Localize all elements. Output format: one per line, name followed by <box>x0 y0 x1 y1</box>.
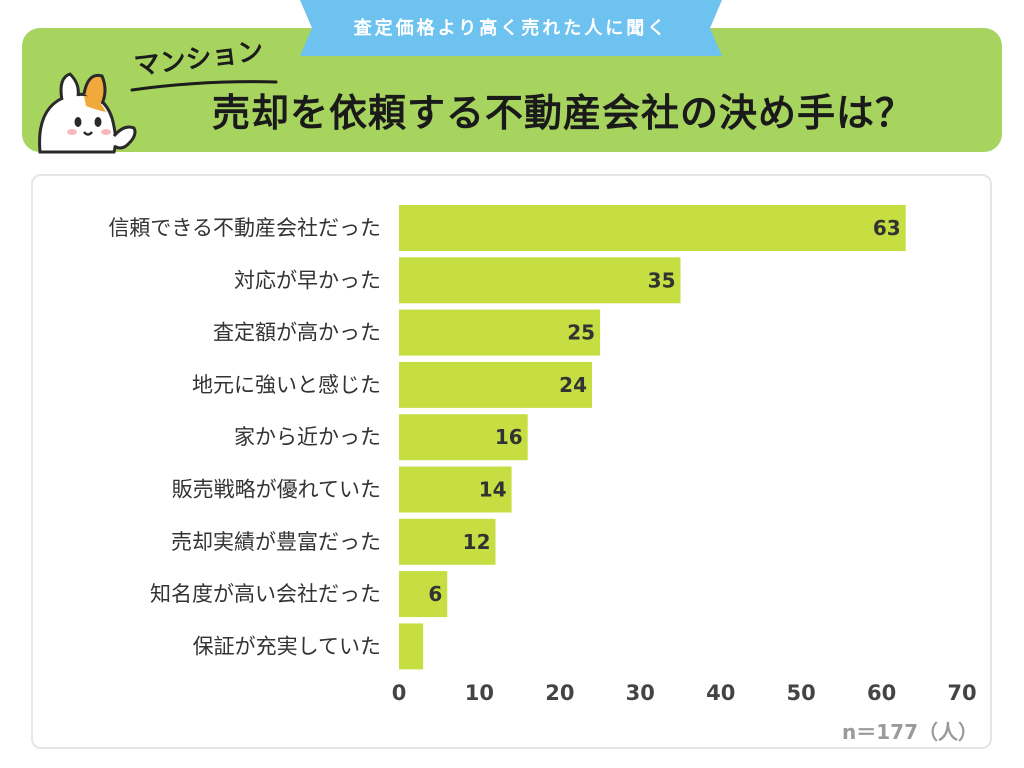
bars-layer <box>399 205 906 670</box>
bar-7 <box>399 518 496 565</box>
x-tick-10: 10 <box>465 681 494 705</box>
x-tick-30: 30 <box>626 681 655 705</box>
cat-mascot-icon <box>26 66 146 154</box>
bar-9 <box>399 623 424 670</box>
category-label-4: 地元に強いと感じた <box>192 373 381 397</box>
category-label-3: 査定額が高かった <box>213 321 381 345</box>
bar-4 <box>399 361 593 408</box>
ribbon-shape <box>300 0 722 56</box>
x-tick-40: 40 <box>706 681 735 705</box>
bar-2 <box>399 257 681 304</box>
category-label-2: 対応が早かった <box>234 268 381 292</box>
value-label-7: 12 <box>463 530 491 554</box>
value-label-8: 6 <box>428 582 442 606</box>
subtitle-underline <box>130 80 278 92</box>
bar-1 <box>399 205 906 251</box>
value-label-2: 35 <box>648 268 676 292</box>
value-label-3: 25 <box>567 321 595 345</box>
bar-6 <box>399 466 512 513</box>
ribbon-text: 査定価格より高く売れた人に聞く <box>353 18 669 39</box>
category-label-6: 販売戦略が優れていた <box>172 478 381 502</box>
category-label-5: 家から近かった <box>234 425 381 449</box>
value-label-6: 14 <box>479 478 507 502</box>
category-label-8: 知名度が高い会社だった <box>150 582 381 606</box>
top-ribbon: 査定価格より高く売れた人に聞く <box>300 0 722 56</box>
x-axis-ticks-layer: 0 10 20 30 40 50 60 70 <box>392 681 977 705</box>
bar-5 <box>399 414 528 461</box>
category-label-9: 保証が充実していた <box>193 634 381 658</box>
x-tick-20: 20 <box>545 681 574 705</box>
bar-8 <box>399 571 448 618</box>
bar-3 <box>399 309 601 356</box>
value-label-5: 16 <box>495 425 523 449</box>
value-labels-layer: 63 35 25 24 16 14 12 6 <box>428 216 900 606</box>
category-labels-layer: 信頼できる不動産会社だった対応が早かった査定額が高かった地元に強いと感じた家から… <box>108 216 381 658</box>
x-tick-60: 60 <box>867 681 896 705</box>
category-label-7: 売却実績が豊富だった <box>171 530 381 554</box>
value-label-1: 63 <box>873 216 901 240</box>
value-label-4: 24 <box>559 373 587 397</box>
page-title: 売却を依頼する不動産会社の決め手は？ <box>212 91 915 135</box>
x-tick-50: 50 <box>787 681 816 705</box>
x-tick-70: 70 <box>947 681 976 705</box>
x-tick-0: 0 <box>392 681 407 705</box>
category-label-1: 信頼できる不動産会社だった <box>108 216 381 240</box>
sample-size-note: n＝177（人） <box>842 720 978 744</box>
